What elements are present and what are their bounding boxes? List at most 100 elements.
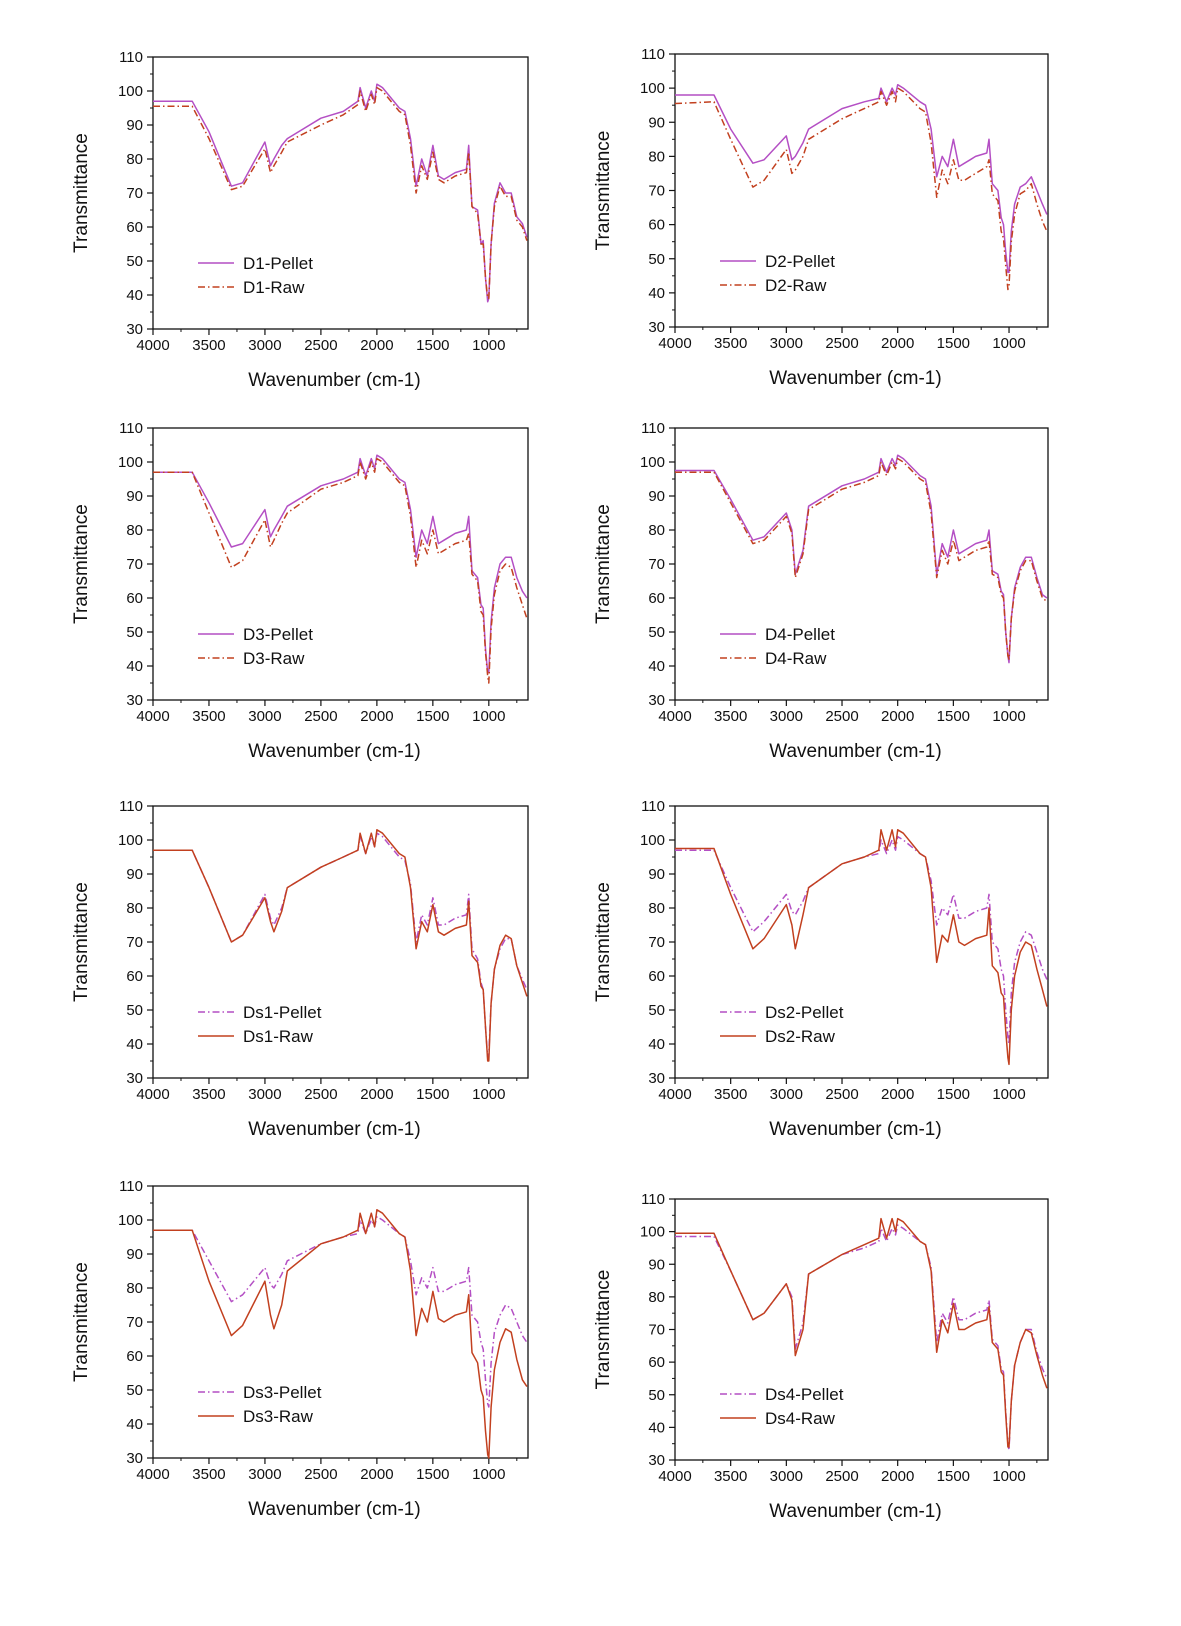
y-tick-label: 90 <box>648 114 665 131</box>
y-tick-label: 110 <box>641 46 665 63</box>
x-axis-title: Wavenumber (cm-1) <box>248 1119 420 1140</box>
y-tick-label: 110 <box>119 49 143 66</box>
x-tick-label: 3000 <box>248 337 281 354</box>
x-tick-label: 1000 <box>992 335 1025 352</box>
y-tick-label: 80 <box>126 1280 143 1297</box>
legend-label: D2-Raw <box>765 276 827 295</box>
y-tick-label: 50 <box>648 251 665 268</box>
y-tick-label: 60 <box>126 590 143 607</box>
y-axis-title: Transmittance <box>593 1270 614 1390</box>
legend-label: D2-Pellet <box>765 252 835 271</box>
x-axis-title: Wavenumber (cm-1) <box>248 1499 420 1520</box>
x-tick-label: 2500 <box>825 708 858 725</box>
y-tick-label: 60 <box>126 968 143 985</box>
y-tick-label: 100 <box>118 454 143 471</box>
x-tick-label: 1500 <box>416 708 449 725</box>
y-tick-label: 40 <box>648 1036 665 1053</box>
series-line-1 <box>153 454 528 674</box>
y-tick-label: 110 <box>641 1191 665 1208</box>
y-tick-label: 110 <box>641 420 665 437</box>
legend-label: Ds1-Raw <box>243 1027 314 1046</box>
x-tick-label: 1000 <box>472 1466 505 1483</box>
y-tick-label: 70 <box>126 934 143 951</box>
x-tick-label: 1500 <box>937 1468 970 1485</box>
y-tick-label: 80 <box>126 151 143 168</box>
y-tick-label: 30 <box>126 692 143 709</box>
legend-label: D4-Pellet <box>765 625 835 644</box>
legend-label: Ds3-Pellet <box>243 1383 322 1402</box>
y-tick-label: 80 <box>648 900 665 917</box>
y-tick-label: 60 <box>648 217 665 234</box>
x-tick-label: 1000 <box>992 1086 1025 1103</box>
series-line-2 <box>675 457 1048 660</box>
x-tick-label: 1500 <box>416 337 449 354</box>
y-tick-label: 50 <box>126 1002 143 1019</box>
y-tick-label: 100 <box>118 83 143 100</box>
y-tick-label: 30 <box>648 692 665 709</box>
legend-label: D3-Raw <box>243 649 305 668</box>
x-tick-label: 2000 <box>881 1468 914 1485</box>
x-tick-label: 3500 <box>192 1466 225 1483</box>
y-tick-label: 90 <box>126 866 143 883</box>
y-tick-label: 50 <box>648 1387 665 1404</box>
legend-label: D3-Pellet <box>243 625 313 644</box>
y-tick-label: 70 <box>648 1322 665 1339</box>
x-axis-title: Wavenumber (cm-1) <box>248 370 420 391</box>
y-tick-label: 30 <box>648 1452 665 1469</box>
y-axis-title: Transmittance <box>593 882 614 1002</box>
y-tick-label: 110 <box>119 1178 143 1195</box>
x-tick-label: 1000 <box>472 1086 505 1103</box>
y-tick-label: 60 <box>648 1354 665 1371</box>
y-tick-label: 40 <box>648 658 665 675</box>
y-tick-label: 40 <box>126 658 143 675</box>
x-tick-label: 2500 <box>304 1086 337 1103</box>
y-tick-label: 80 <box>648 1289 665 1306</box>
y-tick-label: 90 <box>126 1246 143 1263</box>
x-tick-label: 4000 <box>658 708 691 725</box>
x-tick-label: 4000 <box>658 335 691 352</box>
x-tick-label: 2000 <box>360 1086 393 1103</box>
series-line-1 <box>675 835 1048 1045</box>
x-tick-label: 2000 <box>881 1086 914 1103</box>
y-tick-label: 30 <box>126 321 143 338</box>
x-tick-label: 2000 <box>881 335 914 352</box>
plot-frame <box>674 805 1049 1079</box>
y-tick-label: 80 <box>126 522 143 539</box>
x-tick-label: 2500 <box>304 1466 337 1483</box>
y-tick-label: 90 <box>126 117 143 134</box>
series-line-1 <box>153 1215 528 1408</box>
x-tick-label: 1500 <box>416 1086 449 1103</box>
y-tick-label: 40 <box>648 285 665 302</box>
x-tick-label: 3500 <box>714 708 747 725</box>
chart-panel-7: 4000 3500 3000 2500 2000 1500 1000 30 40 50 60 70 80… <box>71 1178 529 1520</box>
x-tick-label: 2000 <box>360 708 393 725</box>
x-axis-title: Wavenumber (cm-1) <box>769 1501 941 1522</box>
y-tick-label: 50 <box>126 253 143 270</box>
y-axis-title: Transmittance <box>71 1262 92 1382</box>
x-tick-label: 2000 <box>881 708 914 725</box>
y-axis-title: Transmittance <box>593 504 614 624</box>
legend-label: Ds1-Pellet <box>243 1003 322 1022</box>
x-tick-label: 3000 <box>248 708 281 725</box>
x-tick-label: 1000 <box>992 1468 1025 1485</box>
chart-panel-5: 4000 3500 3000 2500 2000 1500 1000 30 40 50 60 70 80… <box>71 798 529 1140</box>
series-line-1 <box>153 832 528 1059</box>
x-tick-label: 2500 <box>825 1086 858 1103</box>
y-tick-label: 90 <box>648 488 665 505</box>
series-line-2 <box>153 1209 528 1459</box>
y-tick-label: 110 <box>119 798 143 815</box>
y-tick-label: 110 <box>641 798 665 815</box>
x-axis-title: Wavenumber (cm-1) <box>769 1119 941 1140</box>
y-tick-label: 40 <box>126 287 143 304</box>
chart-panel-1: 4000 3500 3000 2500 2000 1500 1000 30 40 50 60 70 80… <box>71 49 529 391</box>
x-tick-label: 1500 <box>937 335 970 352</box>
y-tick-label: 100 <box>118 832 143 849</box>
y-tick-label: 70 <box>126 185 143 202</box>
y-tick-label: 30 <box>648 319 665 336</box>
x-tick-label: 2000 <box>360 1466 393 1483</box>
x-tick-label: 1000 <box>472 708 505 725</box>
y-tick-label: 80 <box>648 148 665 165</box>
x-tick-label: 4000 <box>658 1086 691 1103</box>
y-tick-label: 40 <box>648 1419 665 1436</box>
x-tick-label: 2000 <box>360 337 393 354</box>
